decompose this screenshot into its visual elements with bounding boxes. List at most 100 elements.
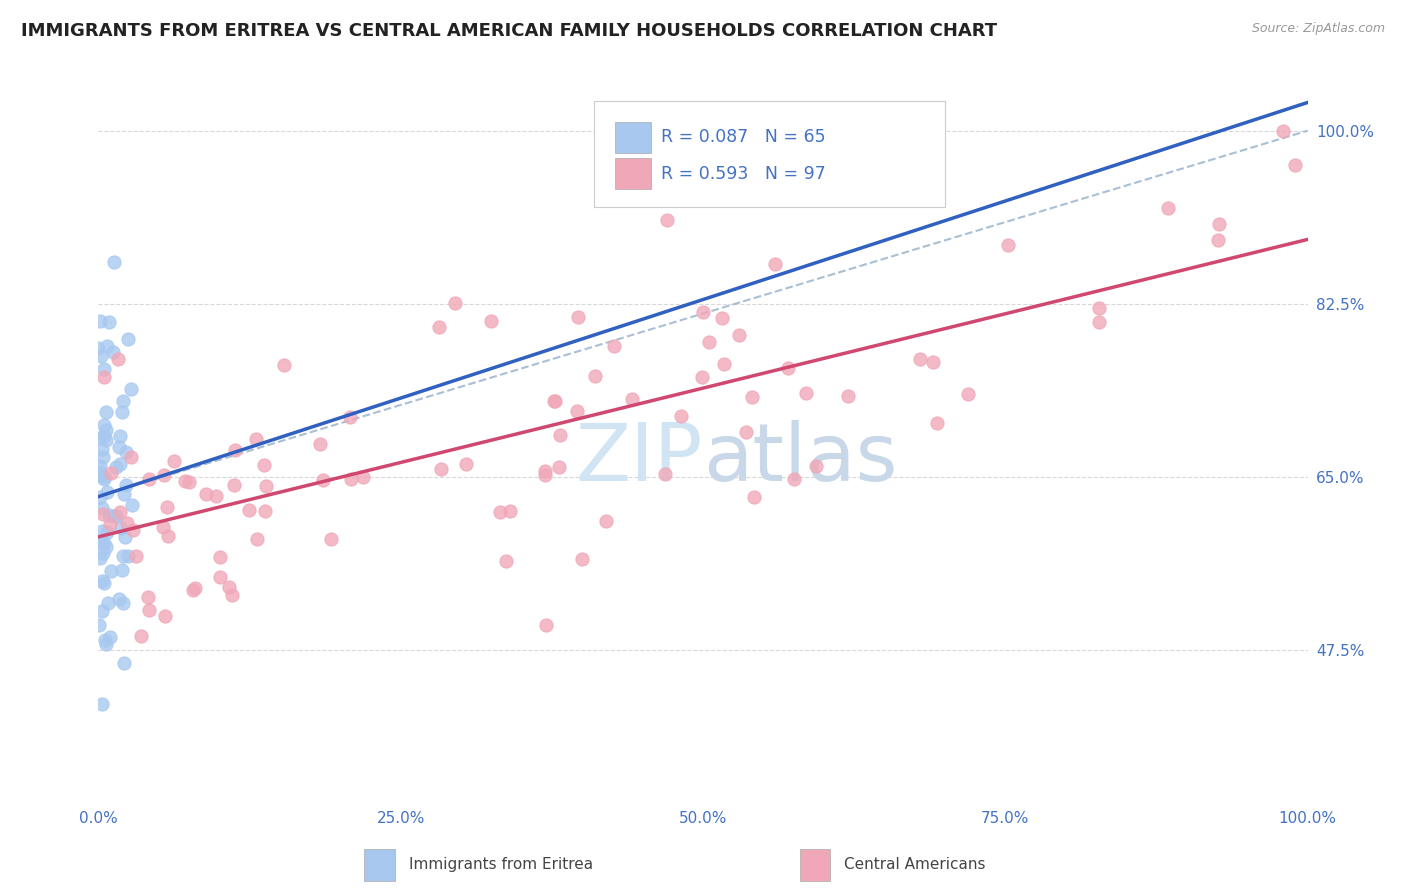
Point	[90, 349, 112, 363]
Point	[735, 425, 758, 440]
Point	[96, 525, 118, 540]
Point	[96, 540, 118, 554]
Point	[108, 440, 131, 454]
Point	[548, 459, 571, 474]
Text: R = 0.087   N = 65: R = 0.087 N = 65	[661, 128, 825, 146]
Point	[254, 504, 277, 518]
Point	[87, 431, 110, 445]
Point	[697, 334, 720, 349]
Point	[97, 596, 120, 610]
Point	[108, 428, 131, 442]
Point	[103, 344, 125, 359]
Point	[544, 394, 567, 409]
Point	[254, 478, 277, 492]
Point	[692, 305, 714, 319]
Point	[1157, 201, 1180, 215]
Text: Central Americans: Central Americans	[845, 857, 986, 872]
Point	[98, 516, 121, 531]
Point	[245, 432, 267, 446]
Text: R = 0.593   N = 97: R = 0.593 N = 97	[661, 165, 825, 183]
Point	[90, 536, 112, 550]
Point	[922, 354, 945, 368]
Point	[181, 583, 204, 598]
Point	[111, 596, 134, 610]
Point	[1272, 123, 1295, 137]
Point	[152, 520, 174, 534]
Point	[108, 457, 131, 471]
Point	[997, 238, 1019, 252]
Point	[443, 295, 465, 310]
Point	[252, 458, 274, 472]
Point	[548, 428, 571, 442]
Point	[156, 529, 179, 543]
Point	[195, 487, 218, 501]
Point	[87, 342, 110, 356]
Point	[98, 630, 121, 644]
Point	[713, 357, 735, 371]
Point	[91, 524, 114, 539]
Point	[104, 459, 127, 474]
Point	[209, 550, 232, 565]
Point	[91, 450, 114, 465]
Point	[103, 255, 125, 269]
Point	[89, 314, 111, 328]
Point	[224, 443, 246, 458]
Point	[783, 473, 806, 487]
Point	[837, 389, 859, 403]
Text: ZIP: ZIP	[575, 420, 703, 498]
Point	[340, 472, 363, 486]
Point	[93, 470, 115, 484]
Point	[103, 509, 125, 524]
Bar	[800, 848, 830, 881]
Point	[138, 603, 160, 617]
Point	[98, 508, 121, 522]
Point	[111, 563, 134, 577]
Point	[87, 618, 110, 632]
Point	[621, 392, 644, 406]
Text: IMMIGRANTS FROM ERITREA VS CENTRAL AMERICAN FAMILY HOUSEHOLDS CORRELATION CHART: IMMIGRANTS FROM ERITREA VS CENTRAL AMERI…	[21, 22, 997, 40]
Point	[221, 588, 243, 602]
Point	[117, 549, 139, 563]
Point	[93, 418, 115, 433]
Point	[91, 697, 114, 711]
Point	[1206, 233, 1229, 247]
Point	[218, 580, 240, 594]
Point	[567, 310, 589, 324]
Point	[571, 551, 593, 566]
Point	[91, 442, 114, 456]
Point	[87, 535, 110, 549]
Point	[763, 257, 786, 271]
Point	[91, 508, 114, 522]
Point	[90, 467, 112, 482]
Point	[93, 472, 115, 486]
Point	[427, 320, 450, 334]
Point	[117, 332, 139, 346]
Point	[94, 423, 117, 437]
Point	[339, 409, 361, 424]
Point	[93, 429, 115, 443]
Point	[91, 574, 114, 588]
Point	[136, 590, 159, 604]
Point	[671, 409, 693, 424]
Bar	[364, 848, 395, 881]
Point	[91, 604, 114, 618]
Point	[430, 461, 453, 475]
Point	[115, 445, 138, 459]
Point	[96, 485, 118, 500]
Point	[93, 576, 115, 591]
Point	[245, 533, 267, 547]
Point	[89, 550, 111, 565]
Bar	[614, 159, 651, 189]
Point	[179, 475, 201, 490]
Point	[595, 514, 617, 528]
Text: Immigrants from Eritrea: Immigrants from Eritrea	[409, 857, 593, 872]
Point	[565, 404, 588, 418]
Point	[479, 314, 502, 328]
Point	[114, 530, 136, 544]
Point	[94, 434, 117, 448]
Point	[353, 470, 375, 484]
Point	[93, 535, 115, 549]
Point	[110, 521, 132, 535]
Point	[120, 450, 142, 464]
Point	[534, 464, 557, 478]
